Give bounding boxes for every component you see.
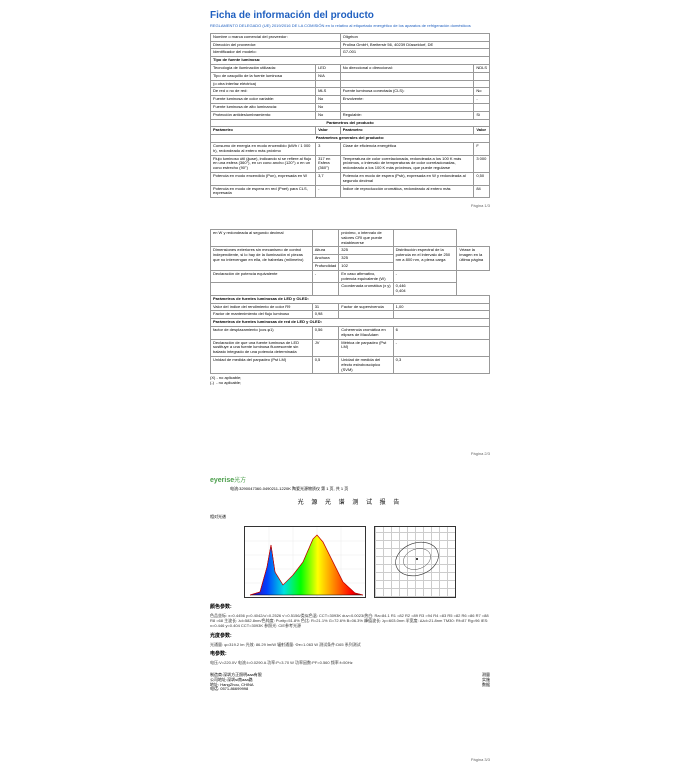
section-elec-label: 电参数: [210,651,490,657]
footer-right: 测量 实施 数据 [482,673,490,692]
logo-text: eyerise [210,477,234,484]
row-label: Nombre o marca comercial del proveedor: [211,33,341,41]
footer-row: 制造商:深圳方正照明aaa有限 公司地址:深圳si南aaa路 地址: HangZ… [210,673,490,692]
page-number: Página 2/3 [210,452,490,457]
section-photo-label: 光度参数: [210,633,490,639]
section-header: Parámetros de fuentes luminosas de red d… [211,319,490,327]
doc-title: Ficha de información del producto [210,10,490,22]
doc-subtitle: REGLAMENTO DELEGADO (UE) 2019/2016 DE LA… [210,24,490,29]
section-color-label: 颜色参数: [210,604,490,610]
page-3: eyerise光方 电流:3290047360-0490211-1220K 陶瓷… [210,467,490,773]
photo-params-text: 光通量: φ=319.2 lm 光效: 86.29 lm/W 辐射通量: Φe=… [210,642,490,647]
section-header: Parámetros generales del producto: [211,135,490,143]
report-header: eyerise光方 [210,477,490,485]
charts-row [210,526,490,598]
logo-cn: 光方 [234,478,246,484]
page-number: Página 3/3 [210,758,490,763]
footnotes: (X) - no aplicable; (-) - no aplicable; [210,376,490,386]
dim-labels: Altura [312,247,339,255]
footer-left: 制造商:深圳方正照明aaa有限 公司地址:深圳si南aaa路 地址: HangZ… [210,673,262,692]
row-val: Prolina GmbH, Breiterstr 56, 40239 Düsse… [340,41,489,49]
product-line: 电流:3290047360-0490211-1220K 陶瓷光源物质仪 第 1 … [230,487,490,492]
section-header: Parámetros de fuentes luminosas de LED y… [211,295,490,303]
chromaticity-chart [374,526,456,598]
row-label: Identificador del modelo: [211,49,341,57]
row-label: Dirección del proveedor: [211,41,341,49]
spectrum-chart [244,526,366,598]
params-continued-table: en W y redondeada al segundo decimalpróx… [210,229,490,375]
spectrum-curve [250,535,363,595]
color-params-text: 色品坐标: x=0.4456 y=0.4042/u'=0.2526 v'=0.5… [210,613,490,629]
section-header: Parámetros del producto [211,119,490,127]
report-title: 光 源 光 谱 测 试 报 告 [210,500,490,507]
elec-params-text: 电压:V=220.0V 电流:I=0.0290 A 功率:P=3.70 W 功率… [210,660,490,665]
page-number: Página 1/3 [210,204,490,209]
y-axis-label: 相对光谱 [210,515,490,520]
section-header: Tipo de fuente luminosa: [211,57,490,65]
color-point [416,558,418,560]
row-val: G7-001 [340,49,489,57]
page-1: Ficha de información del producto REGLAM… [210,0,490,219]
row-val: Oligrhon [340,33,489,41]
supplier-table: Nombre o marca comercial del proveedor:O… [210,33,490,198]
page-2: en W y redondeada al segundo decimalpróx… [210,219,490,467]
